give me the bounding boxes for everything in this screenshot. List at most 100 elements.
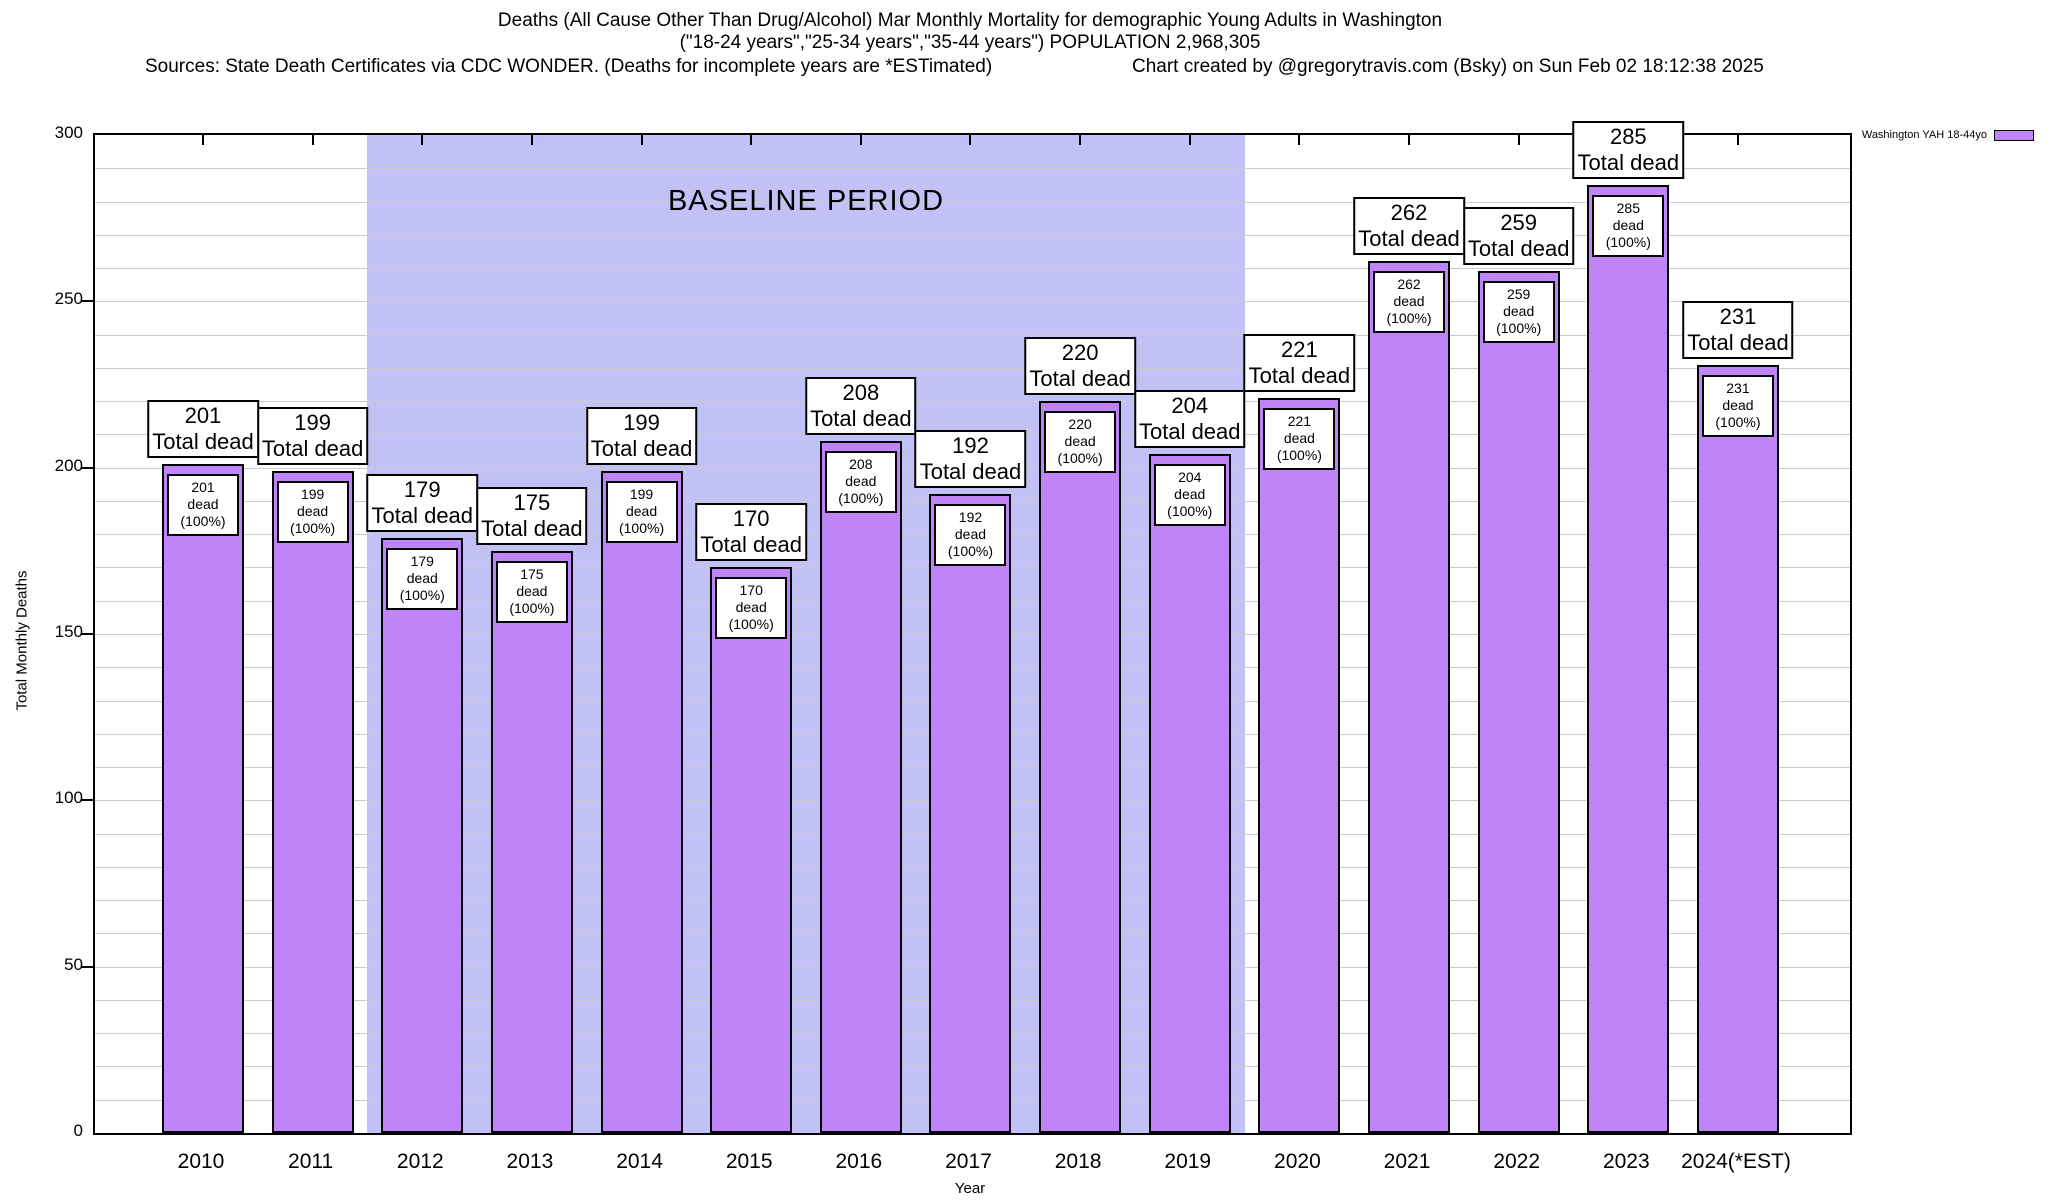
bar-total-suffix: Total dead [700, 532, 802, 558]
gridline [95, 268, 1850, 270]
bar-total-label-2024(*EST): 231 Total dead [1682, 300, 1794, 359]
bar-inner-label-2016: 208 dead (100%) [824, 451, 897, 514]
bar-total-value: 201 [184, 403, 222, 429]
x-tick-label-2011: 2011 [288, 1150, 334, 1173]
bar-2017: 192 dead (100%) [929, 494, 1012, 1133]
y-axis-tick-label: 50 [64, 954, 83, 974]
bar-total-value: 231 [1719, 303, 1757, 329]
bar-inner-value: 175 [520, 565, 544, 582]
bar-2014: 199 dead (100%) [600, 471, 683, 1133]
x-tick-label-2012: 2012 [396, 1150, 444, 1173]
chart-title-line2: ("18-24 years","25-34 years","35-44 year… [679, 32, 1261, 53]
x-tick-label-2016: 2016 [835, 1150, 883, 1173]
bar-inner-value: 285 [1616, 199, 1640, 216]
bar-total-label-2011: 199 Total dead [256, 407, 369, 465]
y-axis-tick [81, 300, 93, 303]
gridline [95, 234, 1850, 236]
bar-inner-value: 221 [1287, 412, 1312, 429]
x-axis-tick [1517, 135, 1520, 145]
bar-total-label-2021: 262 Total dead [1353, 197, 1465, 256]
bar-inner-suffix: dead (100%) [290, 503, 336, 536]
bar-inner-value: 199 [300, 486, 325, 502]
x-tick-label-2010: 2010 [177, 1150, 225, 1173]
y-axis-tick [81, 466, 93, 469]
bar-total-value: 170 [732, 506, 770, 532]
bar-total-label-2015: 170 Total dead [695, 503, 807, 562]
bar-total-suffix: Total dead [1687, 329, 1789, 355]
bar-inner-label-2017: 192 dead (100%) [934, 504, 1007, 567]
bar-inner-label-2011: 199 dead (100%) [276, 481, 349, 543]
y-axis-title: Total Monthly Deaths [13, 570, 31, 711]
bar-inner-label-2010: 201 dead (100%) [167, 474, 239, 537]
bar-inner-label-2014: 199 dead (100%) [605, 481, 678, 543]
bar-total-suffix: Total dead [481, 515, 583, 541]
gridline [95, 168, 1850, 170]
bar-total-value: 285 [1609, 123, 1647, 149]
bar-inner-suffix: dead (100%) [1057, 433, 1103, 467]
x-axis-tick [202, 135, 204, 145]
legend-series-label: Washington YAH 18-44yo [1861, 129, 1987, 141]
bar-inner-label-2021: 262 dead (100%) [1373, 271, 1446, 334]
bar-total-suffix: Total dead [1029, 366, 1131, 392]
bar-inner-label-2020: 221 dead (100%) [1263, 407, 1336, 470]
x-tick-label-2024(*EST): 2024(*EST) [1681, 1150, 1791, 1173]
bar-inner-value: 179 [410, 552, 434, 569]
bar-inner-suffix: dead (100%) [1386, 293, 1432, 327]
bar-total-suffix: Total dead [152, 429, 254, 455]
bar-total-suffix: Total dead [371, 502, 474, 528]
bar-total-label-2013: 175 Total dead [476, 486, 588, 545]
bar-2011: 199 dead (100%) [271, 471, 354, 1133]
chart-sources-note: Sources: State Death Certificates via CD… [145, 56, 993, 77]
x-axis-tick [859, 135, 862, 145]
bar-total-label-2018: 220 Total dead [1024, 337, 1136, 396]
x-axis-tick [1188, 135, 1191, 145]
y-axis-tick-label: 300 [54, 123, 83, 142]
bar-total-label-2020: 221 Total dead [1243, 333, 1356, 392]
x-axis-title: Year [954, 1180, 986, 1197]
y-axis-tick-label: 150 [54, 622, 83, 641]
x-tick-label-2021: 2021 [1383, 1150, 1431, 1173]
x-tick-label-2018: 2018 [1054, 1150, 1102, 1173]
x-axis-tick [311, 135, 314, 145]
bar-total-suffix: Total dead [1358, 226, 1460, 252]
bar-inner-value: 231 [1726, 379, 1750, 396]
x-axis-tick [1736, 135, 1739, 145]
bar-total-label-2019: 204 Total dead [1133, 390, 1246, 449]
bar-total-value: 204 [1171, 393, 1209, 419]
bar-total-suffix: Total dead [810, 406, 912, 432]
legend-swatch-icon [1994, 129, 2034, 141]
gridline [95, 301, 1850, 303]
legend: Washington YAH 18-44yo [1862, 129, 2034, 141]
bar-inner-label-2018: 220 dead (100%) [1044, 411, 1117, 474]
plot-layers: BASELINE PERIOD 201 dead (100%) 199 dead (1… [81, 120, 1850, 1133]
x-axis-tick [421, 135, 424, 145]
x-tick-label-2020: 2020 [1274, 1150, 1321, 1173]
chart-title-line1: Deaths (All Cause Other Than Drug/Alcoho… [497, 10, 1443, 31]
bar-inner-value: 201 [191, 479, 215, 496]
bar-total-suffix: Total dead [1467, 236, 1570, 262]
x-tick-label-2023: 2023 [1602, 1150, 1650, 1173]
y-axis-tick [81, 965, 93, 968]
bar-total-label-2012: 179 Total dead [366, 473, 479, 532]
bar-inner-label-2019: 204 dead (100%) [1153, 464, 1226, 527]
bar-total-value: 259 [1500, 210, 1538, 236]
bar-total-label-2014: 199 Total dead [585, 407, 698, 465]
bar-total-value: 220 [1061, 340, 1099, 366]
bar-total-label-2023: 285 Total dead [1572, 120, 1685, 179]
bar-inner-suffix: dead (100%) [838, 473, 884, 507]
bar-total-value: 192 [952, 433, 989, 459]
x-axis-tick [1298, 135, 1301, 145]
bar-total-label-2016: 208 Total dead [805, 377, 917, 436]
gridline [95, 201, 1850, 203]
bar-2022: 259 dead (100%) [1477, 271, 1560, 1133]
gridline [95, 334, 1850, 336]
bar-total-suffix: Total dead [919, 459, 1022, 485]
bar-inner-suffix: dead (100%) [180, 496, 226, 530]
bar-inner-suffix: dead (100%) [1715, 396, 1761, 430]
bar-inner-value: 259 [1506, 286, 1531, 303]
bar-2015: 170 dead (100%) [710, 567, 793, 1133]
bar-inner-suffix: dead (100%) [947, 526, 994, 560]
bar-total-value: 179 [403, 476, 441, 502]
x-axis-tick [1408, 135, 1411, 145]
bar-total-value: 208 [842, 380, 880, 406]
